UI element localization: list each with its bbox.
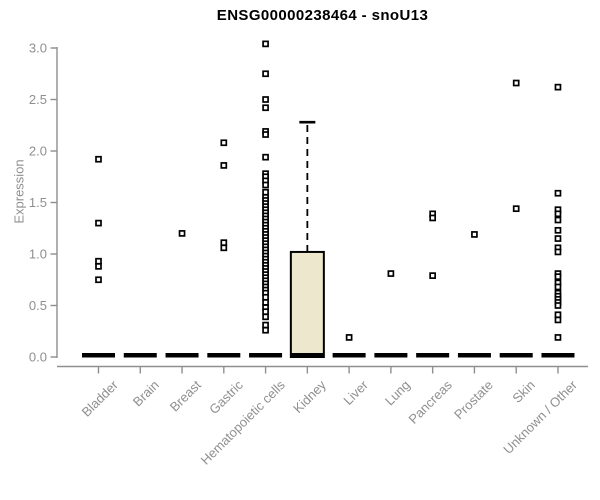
outlier-point [220,239,228,247]
median-bar [82,353,115,358]
y-tick-label: 2.5 [29,92,47,107]
outlier-point [554,210,562,218]
outlier-point [471,231,478,238]
outlier-point [554,216,562,224]
median-bar [207,353,241,358]
outlier-point [95,257,102,265]
outlier-point [262,308,269,316]
median-bar [416,353,450,358]
outlier-point [554,248,562,256]
outlier-point [95,276,102,284]
outlier-point [220,162,228,169]
outlier-point [512,79,520,87]
median-bar [290,353,324,358]
median-bar [457,353,491,358]
chart-title: ENSG00000238464 - snoU13 [216,7,429,24]
outlier-point [178,230,186,237]
y-tick-label: 2.0 [29,144,47,159]
outlier-point [429,272,437,279]
median-bar [249,353,283,358]
y-tick-label: 1.5 [29,195,47,210]
y-tick-label: 0.0 [29,350,47,365]
median-bar [499,353,533,358]
outlier-point [262,131,269,138]
outlier-point [554,235,562,242]
outlier-point [262,321,269,329]
outlier-point [95,263,102,270]
median-bar [123,353,157,358]
outlier-point [95,155,102,163]
box [289,250,325,358]
outlier-point [262,293,269,301]
outlier-point [387,270,395,277]
outlier-point [262,40,269,48]
outlier-point [554,226,562,234]
outlier-point [262,299,269,306]
outlier-point [554,311,562,319]
y-tick-label: 3.0 [29,41,47,56]
outlier-point [262,181,269,189]
outlier-point [262,96,269,103]
outlier-point [554,334,562,341]
outlier-point [262,70,269,78]
outlier-point [554,302,562,309]
outlier-point [220,244,228,252]
outlier-point [345,334,353,341]
outlier-point [512,205,520,213]
outlier-point [262,313,269,321]
y-tick-label: 0.5 [29,298,47,313]
median-bar [541,353,575,358]
outlier-point [554,283,562,291]
outlier-point [554,316,562,324]
y-tick-label: 1.0 [29,247,47,262]
outlier-point [554,189,562,197]
outlier-point [95,219,102,227]
outlier-point [262,104,269,112]
outlier-point [220,139,228,147]
median-bar [165,353,199,358]
outlier-point [262,188,269,196]
outlier-point [262,153,269,161]
median-bar [332,353,366,358]
median-bar [374,353,408,358]
outlier-point [554,83,562,91]
outlier-point [262,326,269,334]
outlier-point [429,214,437,222]
outlier-point [554,273,562,281]
